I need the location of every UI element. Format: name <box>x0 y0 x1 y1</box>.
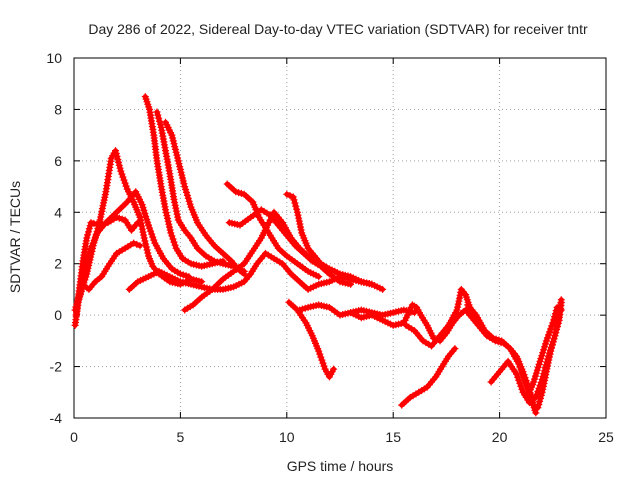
series-trace <box>73 189 192 310</box>
series-plus-markers <box>162 118 248 278</box>
series-plus-markers <box>285 298 338 381</box>
y-tick-label: 6 <box>54 153 62 169</box>
series-plus-markers <box>283 190 387 293</box>
y-tick-label: 8 <box>54 101 62 117</box>
series-13 <box>285 298 338 381</box>
y-tick-label: -4 <box>50 410 63 426</box>
grid-lines <box>74 58 606 418</box>
x-tick-label: 25 <box>598 429 614 445</box>
plot-frame <box>73 57 607 419</box>
y-axis-label: SDTVAR / TECUs <box>7 181 23 293</box>
series-7 <box>162 118 248 278</box>
series-16 <box>398 345 459 409</box>
series-plus-markers <box>141 93 227 270</box>
series-21 <box>523 303 565 401</box>
x-tick-label: 20 <box>492 429 508 445</box>
series-plus-markers <box>398 345 459 409</box>
series-trace <box>224 181 322 280</box>
series-trace <box>348 302 537 408</box>
x-axis-label: GPS time / hours <box>287 458 394 474</box>
x-tick-label: 10 <box>279 429 295 445</box>
series-4 <box>72 213 142 319</box>
series-5 <box>141 93 227 270</box>
series-plus-markers <box>225 206 355 288</box>
series-plus-markers <box>523 303 565 401</box>
series-6 <box>153 108 248 275</box>
x-tick-label: 15 <box>385 429 401 445</box>
series-plus-markers <box>347 301 538 409</box>
series-11 <box>225 206 355 288</box>
series-15 <box>347 301 538 409</box>
series-20 <box>534 296 565 412</box>
chart-title: Day 286 of 2022, Sidereal Day-to-day VTE… <box>88 21 588 37</box>
y-tick-label: 4 <box>54 204 62 220</box>
y-tick-label: 10 <box>46 50 62 66</box>
y-tick-label: -2 <box>50 359 63 375</box>
x-tick-label: 0 <box>70 429 78 445</box>
data-series <box>71 93 565 417</box>
axis-ticks: 0 5 10 15 20 25 -4 -2 0 2 4 6 8 10 <box>46 50 614 445</box>
series-plus-markers <box>72 213 142 319</box>
series-plus-markers <box>153 108 248 275</box>
x-tick-label: 5 <box>177 429 185 445</box>
y-tick-label: 2 <box>54 256 62 272</box>
y-tick-label: 0 <box>54 307 62 323</box>
series-12 <box>283 190 387 293</box>
